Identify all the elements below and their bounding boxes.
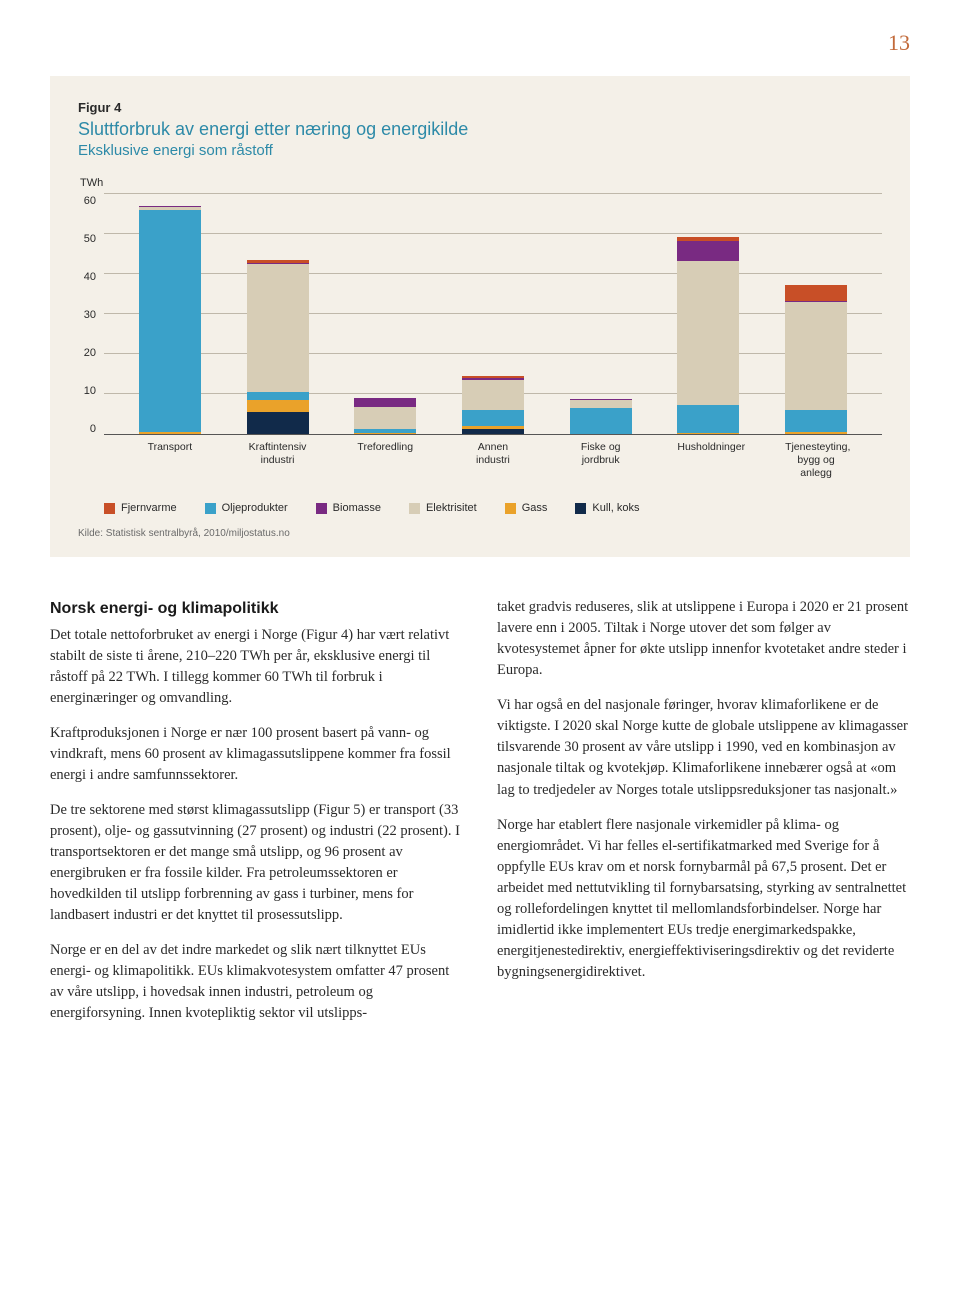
bar — [462, 376, 524, 434]
figure-source: Kilde: Statistisk sentralbyrå, 2010/milj… — [78, 528, 882, 539]
legend-label: Fjernvarme — [121, 502, 177, 514]
paragraph: taket gradvis reduseres, slik at utslipp… — [497, 597, 910, 681]
figure-label: Figur 4 — [78, 100, 882, 115]
paragraph: De tre sektorene med størst klimagassuts… — [50, 800, 463, 926]
legend-item: Kull, koks — [575, 502, 639, 514]
legend-swatch — [409, 503, 420, 514]
bar-segment — [677, 261, 739, 405]
legend: Fjernvarme Oljeprodukter Biomasse Elektrisi… — [104, 502, 882, 514]
bar — [139, 206, 201, 434]
legend-swatch — [316, 503, 327, 514]
bar-segment — [462, 429, 524, 434]
x-label: Husholdninger — [677, 441, 739, 480]
x-label: Transport — [139, 441, 201, 480]
bar-segment — [247, 412, 309, 434]
x-label: Annenindustri — [462, 441, 524, 480]
bar-segment — [247, 392, 309, 400]
bar-segment — [785, 410, 847, 432]
legend-item: Gass — [505, 502, 548, 514]
bar-segment — [354, 407, 416, 429]
legend-swatch — [505, 503, 516, 514]
x-label: Kraftintensivindustri — [247, 441, 309, 480]
body-text: Norsk energi- og klimapolitikk Det total… — [50, 597, 910, 1037]
x-label: Fiske ogjordbruk — [570, 441, 632, 480]
bar-segment — [354, 433, 416, 434]
paragraph: Det totale nettoforbruket av energi i No… — [50, 625, 463, 709]
y-tick: 20 — [84, 347, 96, 359]
bar — [677, 237, 739, 434]
bar — [354, 398, 416, 434]
paragraph: Norge er en del av det indre markedet og… — [50, 940, 463, 1024]
legend-swatch — [575, 503, 586, 514]
y-tick: 0 — [90, 423, 96, 435]
x-label: Tjenesteyting,bygg og anlegg — [785, 441, 847, 480]
y-tick: 40 — [84, 271, 96, 283]
bar-segment — [139, 432, 201, 434]
figure-title: Sluttforbruk av energi etter næring og e… — [78, 119, 882, 140]
section-heading: Norsk energi- og klimapolitikk — [50, 597, 463, 620]
chart: TWh 60 50 40 30 20 10 0 Transport Kraftintensiv… — [78, 177, 882, 514]
paragraph: Norge har etablert flere nasjonale virke… — [497, 815, 910, 983]
legend-label: Oljeprodukter — [222, 502, 288, 514]
bar — [247, 260, 309, 434]
legend-label: Biomasse — [333, 502, 381, 514]
legend-item: Fjernvarme — [104, 502, 177, 514]
plot-area — [104, 195, 882, 435]
column-left: Norsk energi- og klimapolitikk Det total… — [50, 597, 463, 1037]
bar-segment — [677, 433, 739, 434]
bar-segment — [462, 380, 524, 410]
page-number: 13 — [50, 30, 910, 56]
legend-item: Biomasse — [316, 502, 381, 514]
bar-segment — [785, 302, 847, 410]
bar-segment — [247, 264, 309, 392]
column-right: taket gradvis reduseres, slik at utslipp… — [497, 597, 910, 1037]
legend-item: Elektrisitet — [409, 502, 477, 514]
legend-item: Oljeprodukter — [205, 502, 288, 514]
y-axis-unit: TWh — [80, 177, 882, 189]
bar-segment — [462, 410, 524, 426]
y-tick: 30 — [84, 309, 96, 321]
y-tick: 10 — [84, 385, 96, 397]
legend-label: Elektrisitet — [426, 502, 477, 514]
bar-segment — [354, 398, 416, 407]
bar-segment — [570, 408, 632, 434]
legend-swatch — [205, 503, 216, 514]
x-axis-labels: Transport Kraftintensivindustri Treforedli… — [104, 435, 882, 480]
legend-label: Kull, koks — [592, 502, 639, 514]
bar-segment — [677, 241, 739, 261]
figure-4: Figur 4 Sluttforbruk av energi etter nær… — [50, 76, 910, 557]
bar-segment — [139, 210, 201, 432]
bar-segment — [785, 432, 847, 434]
legend-label: Gass — [522, 502, 548, 514]
bar-segment — [570, 400, 632, 408]
bar-segment — [785, 285, 847, 301]
y-tick: 50 — [84, 233, 96, 245]
bar — [785, 285, 847, 434]
paragraph: Kraftproduksjonen i Norge er nær 100 pro… — [50, 723, 463, 786]
y-tick: 60 — [84, 195, 96, 207]
bar — [570, 399, 632, 434]
x-label: Treforedling — [354, 441, 416, 480]
legend-swatch — [104, 503, 115, 514]
bar-segment — [677, 405, 739, 433]
figure-subtitle: Eksklusive energi som råstoff — [78, 142, 882, 159]
y-axis: 60 50 40 30 20 10 0 — [78, 195, 104, 435]
paragraph: Vi har også en del nasjonale føringer, h… — [497, 695, 910, 800]
bar-segment — [247, 400, 309, 412]
